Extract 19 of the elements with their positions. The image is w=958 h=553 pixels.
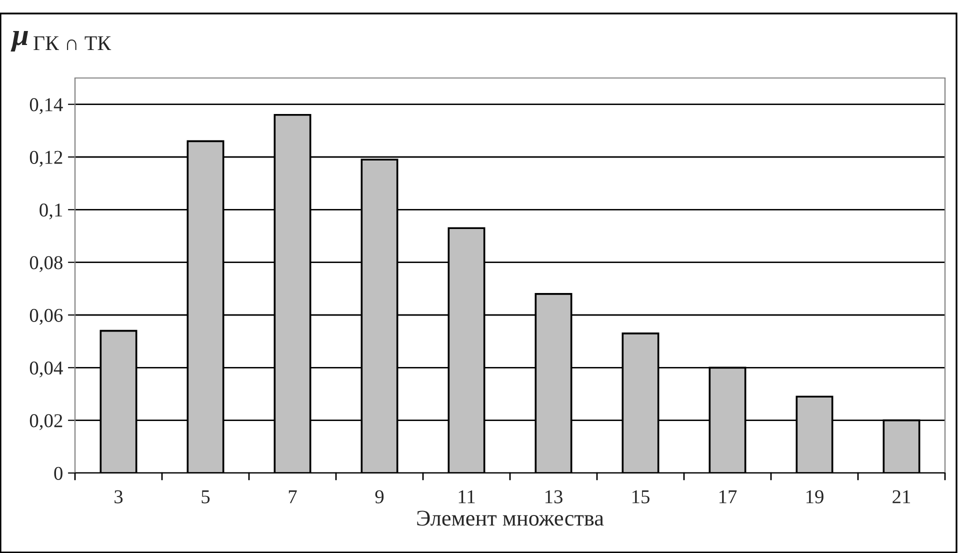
x-axis-title: Элемент множества	[417, 510, 604, 526]
x-tick-label: 9	[375, 490, 384, 504]
y-tick-label: 0,04	[30, 361, 63, 378]
y-tick-label: 0,14	[30, 98, 63, 114]
x-tick-label: 13	[545, 490, 562, 504]
y-tick-label: 0,12	[30, 150, 62, 167]
x-tick-label: 7	[288, 490, 297, 504]
y-tick-label: 0	[54, 466, 62, 480]
y-tick-label: 0,08	[30, 256, 62, 272]
y-tick-label: 0,1	[40, 203, 62, 220]
x-tick-label: 15	[632, 490, 650, 504]
x-tick-label: 17	[719, 490, 737, 504]
x-tick-label: 19	[806, 490, 824, 504]
x-tick-label: 3	[114, 490, 123, 504]
y-tick-label: 0,06	[30, 308, 63, 325]
x-tick-label: 21	[892, 490, 910, 504]
x-tick-label: 5	[202, 490, 210, 504]
y-tick-label: 0,02	[30, 414, 62, 430]
x-tick-label: 11	[458, 490, 475, 504]
